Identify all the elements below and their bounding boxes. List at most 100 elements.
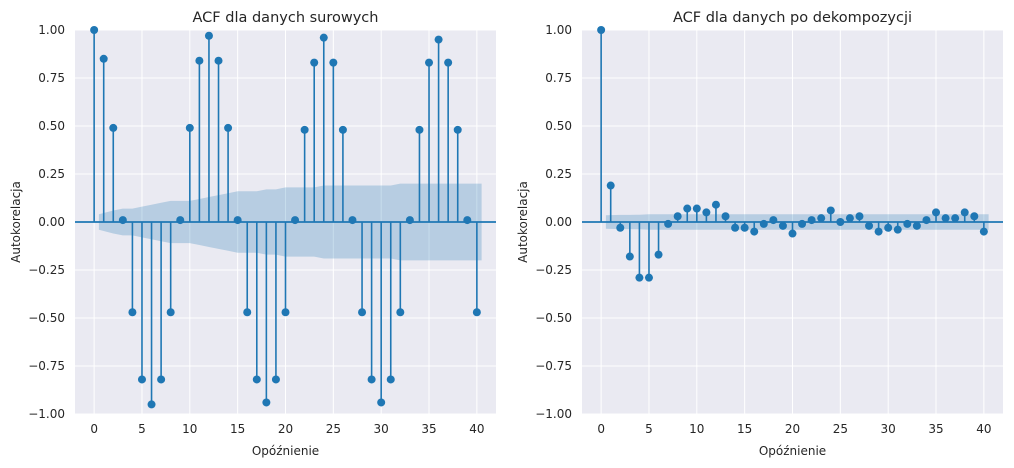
x-tick-label: 25 [833, 422, 848, 436]
acf-point [932, 208, 941, 217]
acf-point [855, 212, 864, 221]
x-tick-label: 10 [689, 422, 704, 436]
acf-point [224, 123, 233, 132]
y-tick-label: 0.25 [38, 167, 65, 181]
acf-point [176, 216, 185, 225]
y-axis-label: Autokorelacja [9, 181, 23, 263]
acf-point [329, 58, 338, 67]
acf-point [798, 219, 807, 228]
acf-point [157, 375, 166, 384]
acf-point [597, 26, 606, 34]
acf-point [118, 216, 127, 225]
x-tick-label: 5 [645, 422, 653, 436]
acf-point [377, 398, 386, 407]
acf-point [817, 214, 826, 223]
acf-point [262, 398, 271, 407]
acf-point [731, 223, 740, 232]
acf-point [367, 375, 376, 384]
acf-point [444, 58, 453, 67]
acf-point [759, 219, 768, 228]
x-tick-label: 35 [421, 422, 436, 436]
acf-point [807, 216, 816, 225]
acf-point [453, 125, 462, 134]
acf-point [338, 125, 347, 134]
y-tick-label: 1.00 [545, 23, 572, 37]
acf-point [788, 229, 797, 238]
stem-marks [75, 26, 496, 409]
acf-point [884, 223, 893, 232]
acf-point [836, 218, 845, 226]
acf-point [415, 125, 424, 134]
stem-marks [582, 26, 1003, 282]
acf-point [922, 216, 931, 225]
x-tick-label: 15 [737, 422, 752, 436]
acf-point [635, 273, 644, 282]
y-tick-label: 0.50 [38, 119, 65, 133]
acf-point [109, 123, 118, 132]
acf-point [721, 212, 730, 221]
acf-point [664, 219, 673, 228]
y-axis-label: Autokorelacja [516, 181, 530, 263]
y-tick-label: 0.25 [545, 167, 572, 181]
y-tick-label: 0.00 [545, 215, 572, 229]
acf-point [654, 250, 663, 259]
tick-labels: 0 5 10 15 20 25 30 35 40 −1.00 −0.75 −0.50 −0.25 0.00… [28, 23, 484, 436]
acf-point [166, 308, 175, 317]
acf-point [702, 208, 711, 217]
y-tick-label: −0.25 [28, 263, 65, 277]
x-tick-label: 40 [469, 422, 484, 436]
y-tick-label: −0.25 [535, 263, 572, 277]
acf-point [692, 204, 701, 213]
acf-point [233, 216, 242, 225]
x-tick-label: 15 [230, 422, 245, 436]
acf-point [778, 221, 787, 230]
acf-point [358, 308, 367, 317]
acf-point [683, 204, 692, 213]
y-tick-label: −0.75 [28, 359, 65, 373]
acf-point [903, 219, 912, 228]
y-tick-label: 0.00 [38, 215, 65, 229]
acf-point [960, 208, 969, 217]
acf-point [769, 216, 778, 225]
y-tick-label: 0.50 [545, 119, 572, 133]
acf-point [625, 252, 634, 261]
acf-point [271, 375, 280, 384]
acf-point [472, 308, 481, 317]
acf-point [826, 206, 835, 215]
y-tick-label: 0.75 [545, 71, 572, 85]
acf-point [99, 54, 108, 63]
acf-point [711, 200, 720, 209]
x-axis-label: Opóźnienie [252, 444, 319, 458]
y-tick-label: 1.00 [38, 23, 65, 37]
acf-point [137, 375, 146, 384]
acf-point [865, 221, 874, 230]
x-tick-label: 25 [326, 422, 341, 436]
x-tick-label: 10 [182, 422, 197, 436]
acf-point [195, 56, 204, 65]
acf-point [348, 216, 357, 225]
acf-point [951, 214, 960, 223]
x-axis-label: Opóźnienie [759, 444, 826, 458]
acf-point [319, 33, 328, 42]
acf-point [606, 181, 615, 190]
acf-point [291, 216, 300, 225]
acf-point [616, 223, 625, 232]
acf-point [425, 58, 434, 67]
acf-point [90, 26, 99, 34]
acf-point [874, 227, 883, 236]
x-tick-label: 30 [374, 422, 389, 436]
y-tick-label: −0.50 [535, 311, 572, 325]
y-tick-label: −0.50 [28, 311, 65, 325]
x-tick-label: 0 [90, 422, 98, 436]
x-tick-label: 30 [881, 422, 896, 436]
acf-raw-panel: 0 5 10 15 20 25 30 35 40 −1.00 −0.75 −0.50 −0.25 0.00… [9, 10, 496, 458]
acf-point [941, 214, 950, 223]
x-tick-label: 35 [928, 422, 943, 436]
acf-point [434, 35, 443, 44]
acf-point [281, 308, 290, 317]
y-tick-label: 0.75 [38, 71, 65, 85]
acf-point [252, 375, 261, 384]
acf-point [386, 375, 395, 384]
acf-point [128, 308, 137, 317]
acf-point [214, 56, 223, 65]
